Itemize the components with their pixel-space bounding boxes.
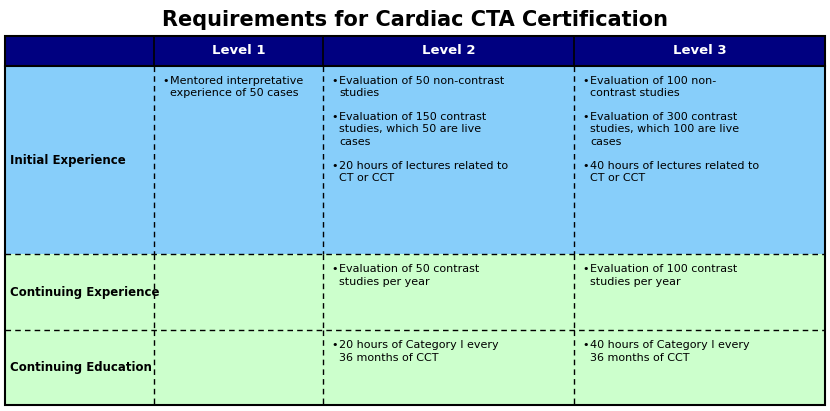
Text: •: • xyxy=(331,76,338,86)
Bar xyxy=(5,36,825,405)
Text: •: • xyxy=(582,161,588,171)
Text: •: • xyxy=(582,264,588,274)
Text: •: • xyxy=(582,340,588,351)
Text: 40 hours of Category I every
36 months of CCT: 40 hours of Category I every 36 months o… xyxy=(590,340,749,363)
Text: Evaluation of 100 non-
contrast studies: Evaluation of 100 non- contrast studies xyxy=(590,76,716,98)
Text: Initial Experience: Initial Experience xyxy=(10,154,126,166)
Text: •: • xyxy=(331,112,338,122)
Bar xyxy=(5,66,825,254)
Text: Evaluation of 50 contrast
studies per year: Evaluation of 50 contrast studies per ye… xyxy=(339,264,480,286)
Text: Continuing Experience: Continuing Experience xyxy=(10,286,159,299)
Text: Requirements for Cardiac CTA Certification: Requirements for Cardiac CTA Certificati… xyxy=(162,10,668,30)
Text: Evaluation of 100 contrast
studies per year: Evaluation of 100 contrast studies per y… xyxy=(590,264,737,286)
Text: 20 hours of Category I every
36 months of CCT: 20 hours of Category I every 36 months o… xyxy=(339,340,499,363)
Text: •: • xyxy=(582,112,588,122)
Text: Mentored interpretative
experience of 50 cases: Mentored interpretative experience of 50… xyxy=(170,76,304,98)
Text: 40 hours of lectures related to
CT or CCT: 40 hours of lectures related to CT or CC… xyxy=(590,161,759,183)
Text: Evaluation of 50 non-contrast
studies: Evaluation of 50 non-contrast studies xyxy=(339,76,505,98)
Bar xyxy=(5,330,825,405)
Text: •: • xyxy=(162,76,168,86)
Text: Level 3: Level 3 xyxy=(673,44,726,58)
Text: Evaluation of 300 contrast
studies, which 100 are live
cases: Evaluation of 300 contrast studies, whic… xyxy=(590,112,740,147)
Text: •: • xyxy=(331,264,338,274)
Text: Level 1: Level 1 xyxy=(212,44,266,58)
Bar xyxy=(5,36,825,66)
Text: •: • xyxy=(331,340,338,351)
Bar xyxy=(5,254,825,330)
Text: •: • xyxy=(331,161,338,171)
Text: 20 hours of lectures related to
CT or CCT: 20 hours of lectures related to CT or CC… xyxy=(339,161,508,183)
Text: Evaluation of 150 contrast
studies, which 50 are live
cases: Evaluation of 150 contrast studies, whic… xyxy=(339,112,486,147)
Text: Level 2: Level 2 xyxy=(422,44,476,58)
Text: Continuing Education: Continuing Education xyxy=(10,361,152,374)
Text: •: • xyxy=(582,76,588,86)
